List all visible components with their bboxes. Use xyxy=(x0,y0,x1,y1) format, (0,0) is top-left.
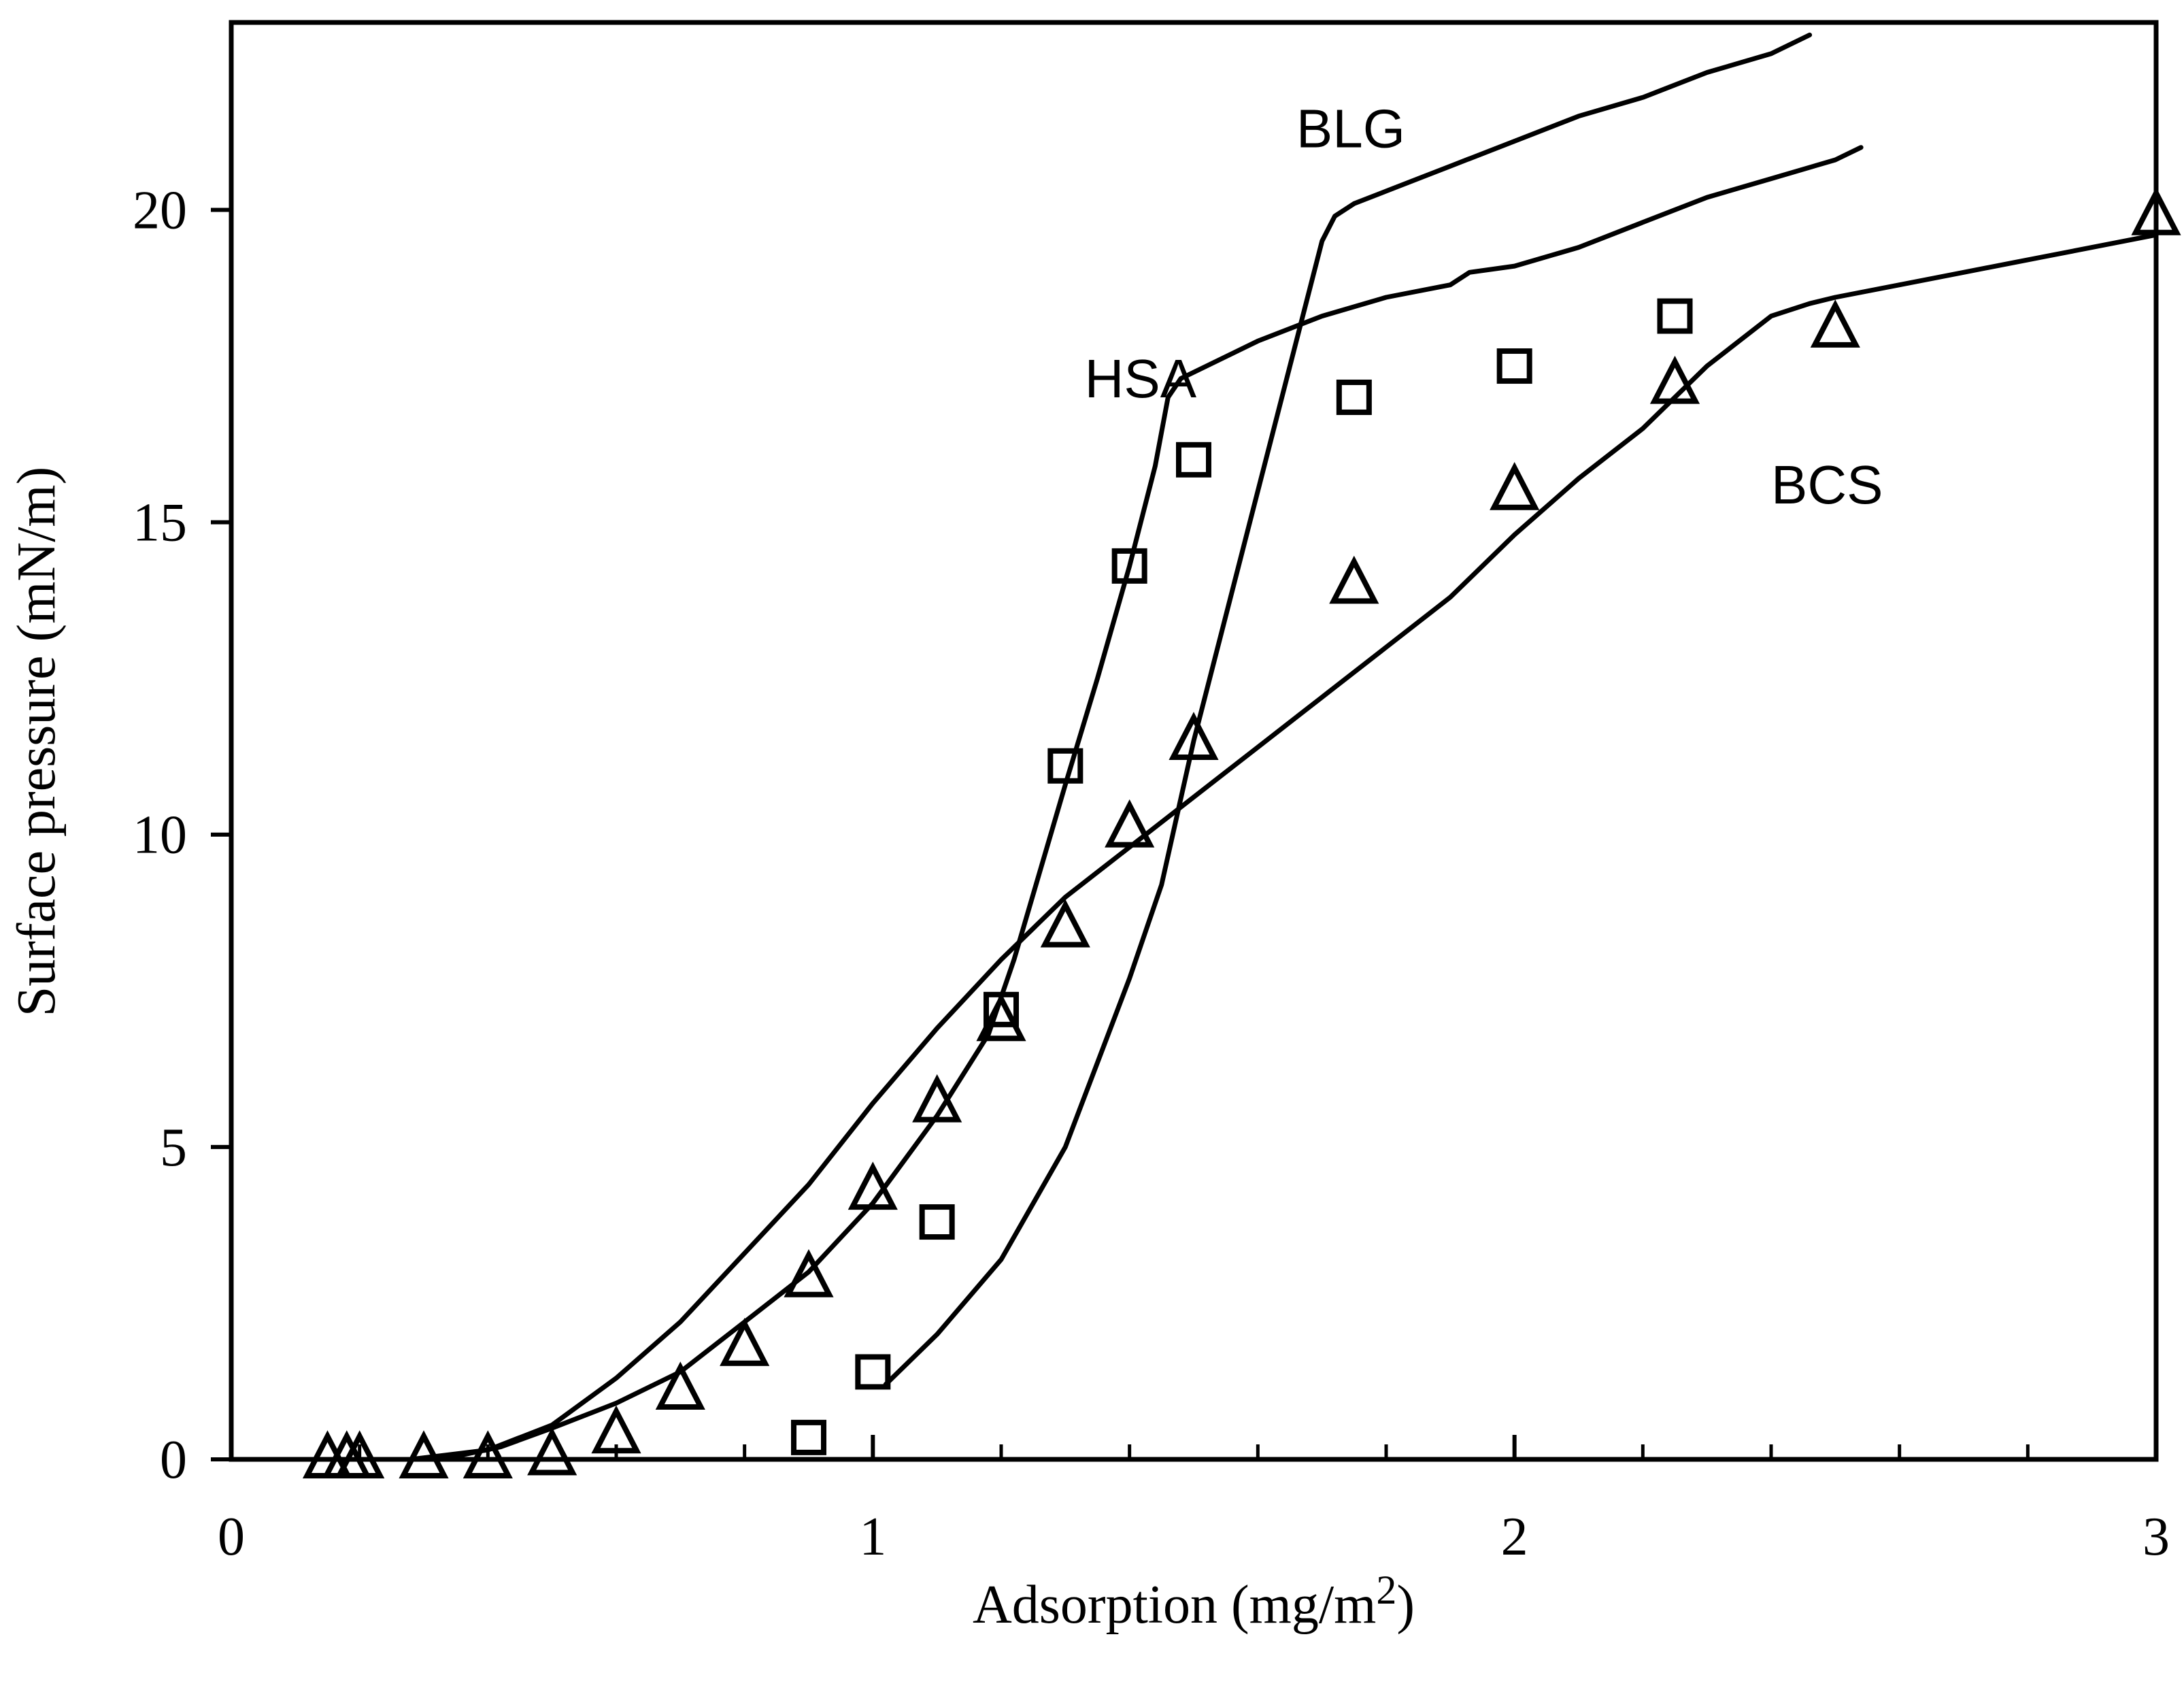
data-point-square-hsa-data xyxy=(1111,548,1147,584)
data-point-triangle-bcs-data xyxy=(335,1430,385,1478)
plot-area-frame xyxy=(229,20,2159,1462)
series-label-blg: BLG xyxy=(1296,99,1405,159)
axis-tick-labels: 0 1 2 3 0 5 10 15 20 xyxy=(133,180,2170,1567)
data-point-triangle-bcs-data xyxy=(1169,712,1219,760)
series-label-hsa: HSA xyxy=(1085,348,1197,409)
y-tick-label: 0 xyxy=(160,1430,187,1490)
data-point-triangle-bcs-data xyxy=(1490,461,1540,510)
data-point-triangle-bcs-data xyxy=(1810,299,1860,348)
series-line-bcs xyxy=(408,232,2159,1462)
data-point-triangle-bcs-data xyxy=(1040,899,1090,948)
series-line-blg xyxy=(883,32,1813,1387)
series-curves xyxy=(408,32,2159,1462)
series-labels: HSA BLG BCS xyxy=(1085,99,1883,515)
x-tick-label: 1 xyxy=(859,1507,886,1567)
x-axis-title-main: Adsorption (mg/m xyxy=(973,1575,1376,1635)
y-tick-label: 5 xyxy=(160,1118,187,1178)
y-axis-title: Surface pressure (mN/m) xyxy=(7,467,67,1017)
series-line-hsa xyxy=(408,145,1864,1462)
data-point-triangle-bcs-data xyxy=(463,1430,513,1478)
data-point-triangle-bcs-data xyxy=(1329,555,1379,604)
axis-ticks xyxy=(211,208,2158,1461)
data-point-triangle-bcs-data xyxy=(976,993,1026,1042)
data-point-square-hsa-data xyxy=(1047,748,1083,784)
data-point-triangle-bcs-data xyxy=(912,1074,962,1123)
data-point-triangle-bcs-data xyxy=(399,1430,449,1478)
data-point-triangle-bcs-data xyxy=(784,1248,834,1297)
x-tick-label: 3 xyxy=(2143,1507,2170,1567)
data-point-square-hsa-data xyxy=(919,1204,955,1240)
x-axis-title-tail: ) xyxy=(1396,1575,1415,1635)
data-point-square-hsa-data xyxy=(1336,379,1372,415)
x-tick-label: 2 xyxy=(1501,1507,1528,1567)
data-point-triangle-bcs-data xyxy=(1649,355,1700,404)
data-point-triangle-bcs-data xyxy=(591,1405,641,1454)
data-point-triangle-bcs-data xyxy=(720,1317,770,1366)
data-point-square-hsa-data xyxy=(1176,442,1211,478)
data-point-square-hsa-data xyxy=(791,1419,826,1455)
data-point-triangle-bcs-data xyxy=(655,1361,705,1410)
x-tick-label: 0 xyxy=(218,1507,245,1567)
series-label-bcs: BCS xyxy=(1771,454,1883,515)
data-point-triangle-bcs-data xyxy=(527,1427,577,1476)
series-markers xyxy=(302,186,2181,1478)
y-tick-label: 20 xyxy=(133,180,187,240)
data-point-square-hsa-data xyxy=(1657,298,1693,334)
data-point-triangle-bcs-data xyxy=(1105,799,1155,848)
data-point-square-hsa-data xyxy=(855,1354,891,1390)
y-tick-label: 15 xyxy=(133,493,187,553)
data-point-triangle-bcs-data xyxy=(2131,186,2181,235)
x-axis-title: Adsorption (mg/m2) xyxy=(973,1568,1415,1635)
data-point-square-hsa-data xyxy=(1496,348,1532,384)
y-tick-label: 10 xyxy=(133,806,187,865)
data-point-triangle-bcs-data xyxy=(847,1161,898,1210)
x-axis-title-sup: 2 xyxy=(1376,1568,1396,1612)
